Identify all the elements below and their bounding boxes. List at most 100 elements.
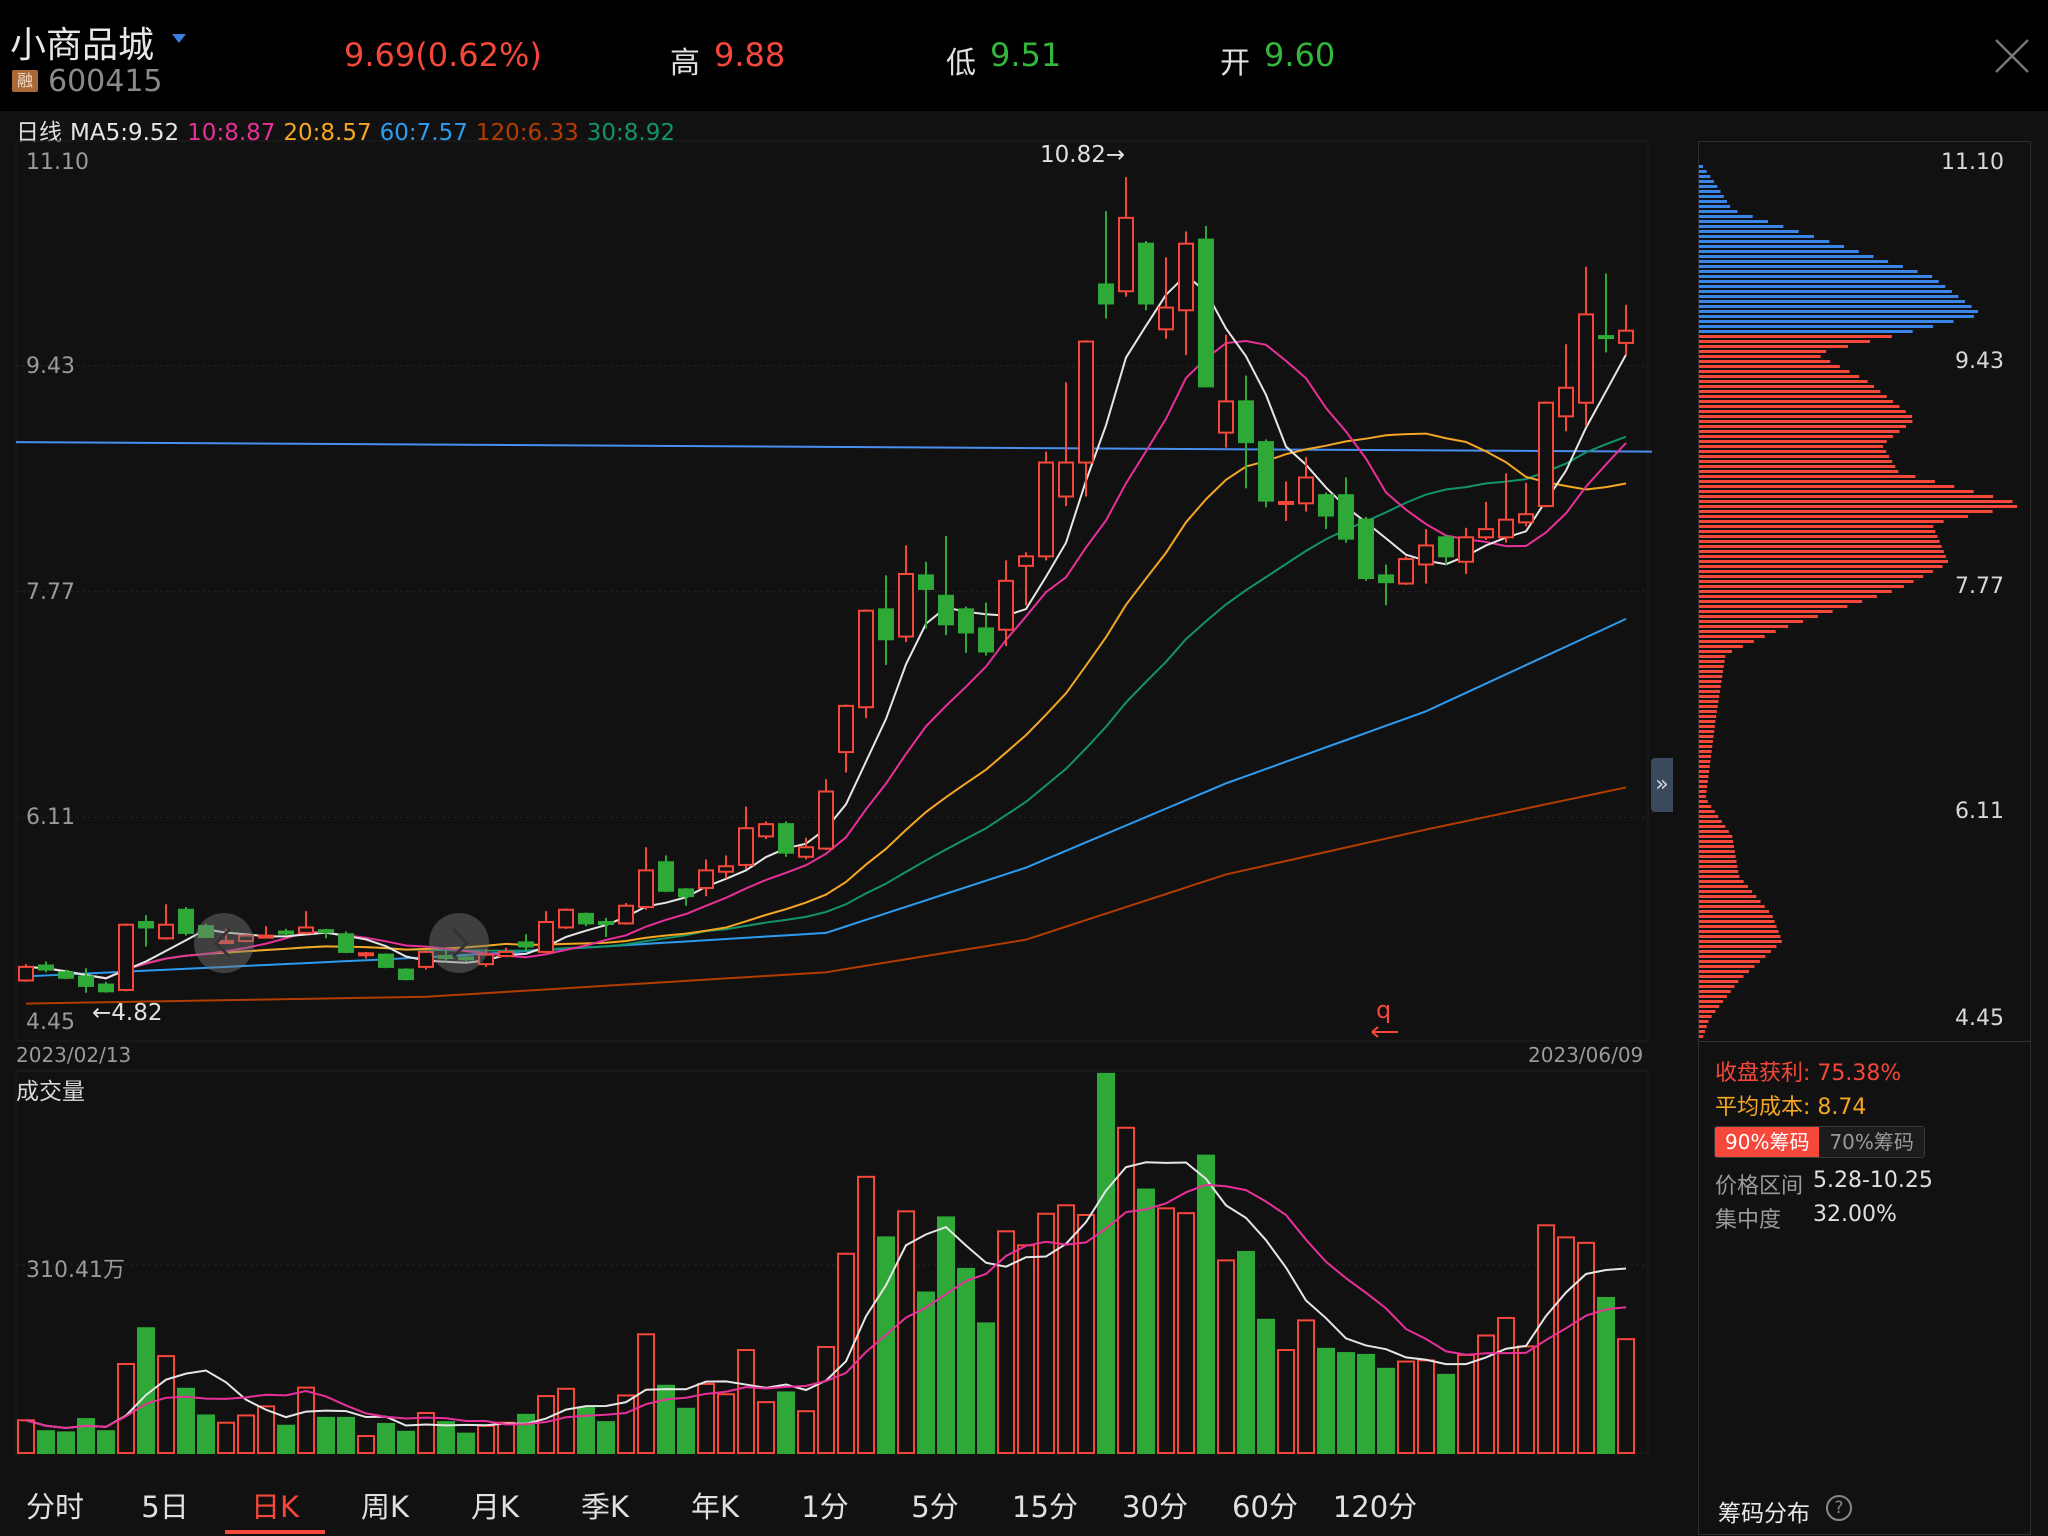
tab-3[interactable]: 周K	[360, 1490, 410, 1524]
chip-bar	[1699, 680, 1722, 683]
chip-bar	[1699, 620, 1804, 623]
double-chevron-right-icon: »	[1655, 772, 1669, 797]
tab-8[interactable]: 5分	[911, 1490, 959, 1524]
volume-bar-up	[1057, 1204, 1075, 1455]
candle-up	[1298, 476, 1314, 505]
chip-bar	[1699, 385, 1875, 388]
tab-0[interactable]: 分时	[25, 1490, 85, 1524]
candle-down	[38, 964, 54, 971]
chip-bar	[1699, 285, 1946, 288]
avg-cost-value: 8.74	[1817, 1095, 1867, 1120]
volume-bar-down	[1437, 1373, 1455, 1455]
candle-up	[898, 573, 914, 638]
candle-up	[478, 953, 494, 966]
chip-bar	[1699, 210, 1738, 213]
candle-down	[1318, 494, 1334, 517]
volume-bar-up	[757, 1401, 775, 1455]
margin-trading-badge: 融	[12, 70, 38, 92]
scroll-right-button[interactable]	[429, 913, 489, 973]
chip-bar	[1699, 165, 1704, 168]
candle-down	[778, 823, 794, 854]
volume-bar-down	[977, 1322, 995, 1454]
scroll-left-button[interactable]	[194, 913, 254, 973]
chip-bar	[1699, 730, 1715, 733]
chip-bar	[1699, 675, 1723, 678]
chip-bar	[1699, 490, 1974, 493]
volume-bar-up	[1577, 1241, 1595, 1454]
chip-bar	[1699, 935, 1781, 938]
candle-down	[58, 971, 74, 979]
ma10-value: 10:8.87	[187, 120, 276, 146]
chip-bar	[1699, 585, 1904, 588]
chip-bar	[1699, 280, 1939, 283]
volume-bar-down	[137, 1327, 155, 1454]
open-value: 9.60	[1264, 36, 1336, 74]
chip-bar	[1699, 930, 1779, 933]
tab-4[interactable]: 月K	[470, 1490, 520, 1524]
volume-bar-down	[1597, 1296, 1615, 1455]
candle-up	[298, 926, 314, 934]
chip-bar	[1699, 845, 1734, 848]
volume-bar-up	[1617, 1338, 1635, 1455]
chip-bar	[1699, 315, 1974, 318]
chip-bar	[1699, 700, 1719, 703]
chip-bar	[1699, 805, 1712, 808]
candle-down	[178, 908, 194, 934]
chip-bar	[1699, 170, 1707, 173]
tab-5[interactable]: 季K	[580, 1490, 630, 1524]
chip-bar	[1699, 960, 1760, 963]
volume-bar-up	[1037, 1212, 1055, 1455]
chip-bar	[1699, 330, 1913, 333]
candle-down	[1438, 536, 1454, 558]
tab-9[interactable]: 15分	[1012, 1490, 1078, 1524]
chip-bar	[1699, 455, 1890, 458]
chip-bar	[1699, 275, 1933, 278]
tab-6[interactable]: 年K	[690, 1490, 740, 1524]
volume-bar-up	[797, 1410, 815, 1454]
volume-bar-up	[1017, 1244, 1035, 1454]
chip-bar	[1699, 980, 1739, 983]
chip-bar	[1699, 1030, 1705, 1033]
volume-bar-down	[1097, 1072, 1115, 1454]
help-icon[interactable]: ?	[1826, 1495, 1852, 1521]
tab-10[interactable]: 30分	[1122, 1490, 1188, 1524]
event-marker-icon[interactable]: q	[1376, 996, 1392, 1024]
chip-bar	[1699, 725, 1715, 728]
price-range-label: 价格区间	[1715, 1174, 1804, 1199]
chip-bar	[1699, 800, 1708, 803]
volume-bar-down	[597, 1421, 615, 1454]
chip-bar	[1699, 630, 1776, 633]
ma20-value: 20:8.57	[283, 120, 372, 146]
tab-2[interactable]: 日K	[250, 1490, 300, 1524]
chip-bar	[1699, 690, 1720, 693]
volume-bar-up	[1477, 1334, 1495, 1454]
volume-bar-down	[57, 1431, 75, 1454]
chip-bar	[1699, 545, 1942, 548]
volume-bar-up	[1217, 1259, 1235, 1454]
tab-70-chip[interactable]: 70%筹码	[1819, 1127, 1924, 1157]
chip-bar	[1699, 650, 1732, 653]
chip-bar	[1699, 795, 1706, 798]
chip-bar	[1699, 335, 1892, 338]
volume-bar-up	[697, 1382, 715, 1454]
candle-up	[238, 934, 254, 943]
chip-bar	[1699, 1000, 1724, 1003]
tab-11[interactable]: 60分	[1232, 1490, 1298, 1524]
chip-bar	[1699, 1015, 1712, 1018]
max-price-annotation: 10.82→	[1040, 142, 1126, 168]
tab-1[interactable]: 5日	[141, 1490, 189, 1524]
dropdown-triangle-icon[interactable]	[172, 34, 186, 43]
volume-bar-up	[417, 1412, 435, 1455]
tab-12[interactable]: 120分	[1332, 1490, 1418, 1524]
candle-down	[1258, 441, 1274, 502]
expand-panel-button[interactable]: »	[1651, 758, 1673, 812]
avg-cost-label: 平均成本:	[1715, 1095, 1811, 1120]
stock-name[interactable]: 小商品城	[10, 25, 155, 66]
candle-down	[658, 861, 674, 892]
period-label: 日线	[16, 120, 62, 146]
tab-7[interactable]: 1分	[801, 1490, 849, 1524]
close-button[interactable]	[1992, 36, 2032, 76]
volume-ma10-line	[25, 1183, 1627, 1429]
tab-90-chip[interactable]: 90%筹码	[1715, 1127, 1820, 1157]
